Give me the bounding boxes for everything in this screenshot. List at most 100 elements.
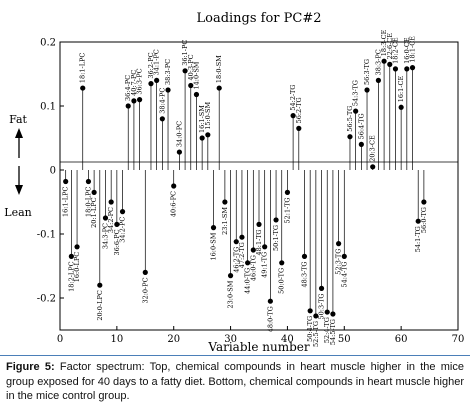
loading-point <box>125 103 131 109</box>
loading-point <box>188 82 194 89</box>
loading-point <box>358 141 364 147</box>
loading-point <box>210 225 217 231</box>
loading-label: 50:4-TG <box>306 316 314 342</box>
loading-label: 40:6-PC <box>170 191 178 217</box>
loading-label: 16:0-LPC <box>73 252 81 282</box>
loading-label: 18:0-SM <box>215 55 223 83</box>
x-tick-label: 0 <box>57 334 63 345</box>
loading-point <box>205 132 211 138</box>
x-axis-label: Variable number <box>207 340 310 352</box>
x-tick-label: 50 <box>338 334 351 345</box>
loading-point <box>375 77 381 83</box>
loading-point <box>193 91 200 98</box>
loading-label: 16:0-SM <box>210 232 218 260</box>
figure-caption: Figure 5: Factor spectrum: Top, chemical… <box>0 355 470 410</box>
plot-area-frame <box>59 41 459 331</box>
loading-label: 52:3-TG <box>335 249 343 275</box>
loading-label: 54:5-TG <box>329 319 337 345</box>
loading-point <box>324 309 330 315</box>
fat-label: Fat <box>9 113 27 126</box>
loading-label: 52:4-TG <box>323 317 331 343</box>
loading-label: 34:2-PC <box>119 217 127 243</box>
loading-point <box>347 134 353 140</box>
loading-label: 16:1-LPC <box>62 187 70 217</box>
loading-point <box>74 244 80 250</box>
loading-label: 22:6-CE <box>386 33 394 60</box>
loading-label: 18:1-CE <box>409 36 417 63</box>
loading-point <box>97 282 103 288</box>
loading-point <box>256 221 262 227</box>
loading-label: 54:1-TG <box>414 226 422 252</box>
loading-point <box>398 104 404 110</box>
loading-point <box>370 164 376 170</box>
loading-label: 50:3-TG <box>318 293 326 319</box>
loading-label: 16:1-SM <box>198 105 206 133</box>
loading-label: 36:2-PC <box>147 52 155 78</box>
loading-label: 38:3-PC <box>374 49 382 75</box>
loading-point <box>154 77 160 83</box>
loading-label: 56:4-TG <box>357 113 365 139</box>
loading-point <box>227 273 234 279</box>
loading-point <box>159 116 165 122</box>
loading-label: 56:3-TG <box>363 59 371 85</box>
loading-point <box>102 215 109 221</box>
loading-point <box>318 285 325 291</box>
chart-title: Loadings for PC#2 <box>196 11 321 26</box>
loading-label: 34:3-PC <box>101 223 109 249</box>
loading-point <box>85 178 92 185</box>
loading-point <box>336 241 342 247</box>
loading-point <box>364 87 370 93</box>
loading-point <box>267 298 273 304</box>
loading-point <box>119 209 126 215</box>
loading-label: 20:1-LPC <box>90 197 98 227</box>
loading-label: 48:1-TG <box>255 229 263 255</box>
loading-label: 52:1-TG <box>283 197 291 223</box>
loading-point <box>296 125 302 131</box>
loading-point <box>137 97 143 103</box>
loading-label: 20:3-CE <box>369 135 377 162</box>
loading-point <box>421 199 427 205</box>
loading-label: 46:0-TG <box>249 255 257 281</box>
x-axis-ticks: 0 10 20 30 40 50 60 70 <box>57 326 465 345</box>
x-tick-label: 30 <box>224 334 237 345</box>
loading-point <box>199 135 205 141</box>
loading-point <box>222 199 228 205</box>
y-tick-label: -0.2 <box>37 294 56 305</box>
loading-label: 15:0-SM <box>204 102 212 130</box>
loading-label: 34:0-PC <box>175 121 183 147</box>
loading-label: 34:1-PC <box>153 49 161 75</box>
loading-label: 47:2-TG <box>238 242 246 268</box>
loading-label: 18:1-LPC <box>79 53 87 83</box>
x-tick-label: 10 <box>110 334 123 345</box>
loading-point <box>148 81 154 87</box>
loading-point <box>279 260 285 266</box>
loading-point <box>68 253 74 259</box>
loading-label: 40:3-PC <box>187 54 195 80</box>
lean-label: Lean <box>4 206 31 219</box>
loading-label: 38:3-PC <box>164 59 172 85</box>
x-tick-label: 60 <box>395 334 408 345</box>
loading-point <box>392 66 399 72</box>
loading-point <box>63 178 69 185</box>
x-tick-label: 20 <box>167 334 180 345</box>
loading-point <box>262 244 268 250</box>
loading-point <box>165 87 171 93</box>
loading-label: 18:2-LPC <box>67 261 75 291</box>
caption-label: Figure 5: <box>6 361 55 373</box>
loading-label: 54:4-TG <box>340 261 348 287</box>
loading-label: 32:0-PC <box>141 277 149 303</box>
loading-label: 44:0-TG <box>244 268 252 294</box>
loading-label: 16:0-CE <box>403 37 411 64</box>
loading-label: 34:2-PC <box>107 207 115 233</box>
loading-label: 54:2-TG <box>289 85 297 111</box>
loading-point <box>330 311 336 317</box>
caption-text: Factor spectrum: Top, chemical compounds… <box>6 361 464 403</box>
loading-label: 36:6-PC <box>113 229 121 255</box>
loading-label: 23:0-SM <box>227 280 235 308</box>
x-tick-label: 70 <box>452 334 465 345</box>
loading-point <box>381 58 387 64</box>
loading-label: 20:0-LPC <box>96 290 104 320</box>
loading-label: 23:1-SM <box>221 207 229 235</box>
y-tick-label: 0.2 <box>40 38 56 49</box>
